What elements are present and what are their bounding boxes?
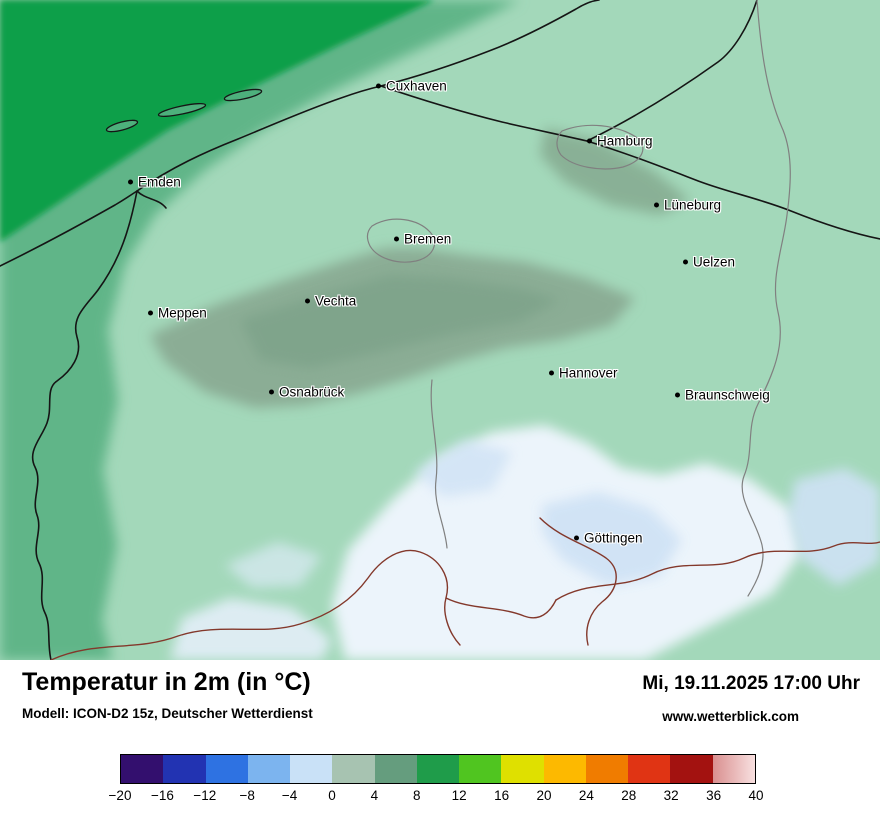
city-marker-hannover: Hannover xyxy=(549,366,618,381)
colorbar-segment xyxy=(290,755,333,783)
colorbar-tick-label: 12 xyxy=(451,788,467,803)
colorbar-segment xyxy=(121,755,164,783)
colorbar-segment xyxy=(501,755,544,783)
district-borders xyxy=(50,517,880,660)
city-marker-braunschweig: Braunschweig xyxy=(675,388,770,403)
colorbar-tick-label: 16 xyxy=(494,788,510,803)
city-marker-bremen: Bremen xyxy=(394,232,451,247)
map-area: Cuxhaven Hamburg Emden Lüneburg Bremen Uelzen… xyxy=(0,0,880,660)
state-borders xyxy=(366,0,791,597)
city-label: Braunschweig xyxy=(685,387,770,403)
colorbar-tick-label: 4 xyxy=(370,788,379,803)
colorbar-tick-label: 24 xyxy=(578,788,594,803)
city-dot xyxy=(587,138,592,144)
city-dot xyxy=(269,389,274,395)
colorbar-tick-label: 28 xyxy=(621,788,637,803)
colorbar-tick-label: −4 xyxy=(281,788,298,803)
colorbar-segment xyxy=(543,755,586,783)
city-label: Cuxhaven xyxy=(386,78,447,94)
city-marker-cuxhaven: Cuxhaven xyxy=(376,79,447,94)
city-dot xyxy=(675,392,680,398)
city-marker-lneburg: Lüneburg xyxy=(654,198,721,213)
colorbar-ticks: −20 −16 −12 −8 −4 0 4 8 12 16 20 24 28 32 36 40 xyxy=(109,788,764,808)
colorbar-segment xyxy=(247,755,291,783)
colorbar-segment xyxy=(628,755,671,783)
city-label: Uelzen xyxy=(693,254,736,270)
city-dot xyxy=(148,310,153,316)
city-label: Hannover xyxy=(559,365,618,381)
colorbar-tick-label: 40 xyxy=(748,788,764,803)
colorbar-segment xyxy=(712,755,755,783)
colorbar-segment xyxy=(374,755,417,783)
colorbar-tick-label: 0 xyxy=(328,788,336,803)
temperature-map xyxy=(0,0,880,660)
city-markers-layer: Cuxhaven Hamburg Emden Lüneburg Bremen Uelzen… xyxy=(128,79,770,546)
colorbar-segment xyxy=(205,755,248,783)
website-text: www.wetterblick.com xyxy=(662,709,799,724)
colorbar-segment xyxy=(332,755,375,783)
colorbar-tick-label: 8 xyxy=(413,788,421,803)
city-marker-hamburg: Hamburg xyxy=(587,134,653,149)
city-label: Osnabrück xyxy=(279,384,345,400)
city-label: Meppen xyxy=(158,305,207,321)
city-marker-emden: Emden xyxy=(128,175,181,190)
colorbar-tick-label: 32 xyxy=(663,788,679,803)
city-dot xyxy=(574,535,579,541)
colorbar-tick-label: −16 xyxy=(150,788,174,803)
colorbar: −20 −16 −12 −8 −4 0 4 8 12 16 20 24 28 32 36 40 xyxy=(109,754,764,808)
city-marker-gttingen: Göttingen xyxy=(574,531,643,546)
page-title: Temperatur in 2m (in °C) xyxy=(22,668,311,696)
city-dot xyxy=(305,298,310,304)
city-dot xyxy=(549,370,554,376)
colorbar-tick-label: −12 xyxy=(193,788,217,803)
city-dot xyxy=(654,202,659,208)
colorbar-scale xyxy=(120,754,756,784)
info-panel: Temperatur in 2m (in °C) Mi, 19.11.2025 … xyxy=(0,660,880,830)
colorbar-tick-label: −20 xyxy=(108,788,132,803)
model-info: Modell: ICON-D2 15z, Deutscher Wetterdie… xyxy=(22,706,313,721)
city-label: Lüneburg xyxy=(664,197,722,213)
colorbar-segment xyxy=(585,755,629,783)
colorbar-segment xyxy=(670,755,713,783)
city-label: Göttingen xyxy=(584,530,643,546)
valid-datetime: Mi, 19.11.2025 17:00 Uhr xyxy=(642,673,860,694)
city-label: Hamburg xyxy=(597,133,653,149)
city-marker-vechta: Vechta xyxy=(305,294,356,309)
colorbar-segment xyxy=(416,755,460,783)
city-marker-uelzen: Uelzen xyxy=(683,255,735,270)
city-dot xyxy=(394,236,399,242)
city-marker-meppen: Meppen xyxy=(148,306,207,321)
city-label: Emden xyxy=(138,174,181,190)
city-label: Vechta xyxy=(315,293,357,309)
city-label: Bremen xyxy=(404,231,452,247)
city-dot xyxy=(683,259,688,265)
colorbar-segment xyxy=(459,755,502,783)
city-dot xyxy=(128,179,133,185)
colorbar-tick-label: 36 xyxy=(706,788,722,803)
colorbar-tick-label: −8 xyxy=(239,788,255,803)
colorbar-segment xyxy=(163,755,206,783)
colorbar-tick-label: 20 xyxy=(536,788,552,803)
city-marker-osnabrck: Osnabrück xyxy=(269,385,344,400)
islands xyxy=(105,88,263,133)
city-dot xyxy=(376,83,381,89)
